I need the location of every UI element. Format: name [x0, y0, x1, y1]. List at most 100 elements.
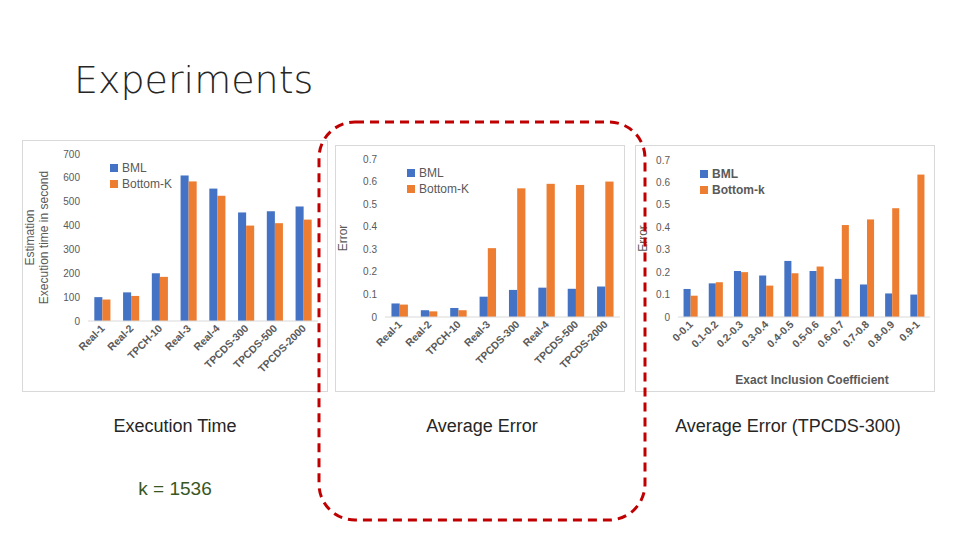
legend-swatch [110, 180, 118, 188]
y-tick [382, 317, 385, 318]
chart-panel [23, 141, 328, 392]
bar [759, 276, 766, 317]
bars [684, 175, 925, 317]
y-tick-label: 0.5 [656, 199, 670, 210]
bar [547, 184, 555, 317]
x-tick-label: 0.1-0.2 [689, 318, 721, 350]
legend-swatch [407, 185, 415, 193]
y-tick [85, 297, 88, 298]
y-tick-label: 0.7 [363, 154, 377, 165]
chart-panel [336, 146, 625, 392]
y-tick [675, 272, 678, 273]
chart: 00.10.20.30.40.50.60.7Error0-0.10.1-0.20… [635, 145, 935, 392]
bar [209, 189, 217, 321]
y-tick-label: 500 [63, 196, 80, 207]
y-tick-label: 100 [63, 292, 80, 303]
bar [304, 220, 312, 321]
bar [102, 300, 110, 321]
note: k = 1536 [138, 478, 211, 500]
bar [391, 303, 399, 317]
x-tick-label: Real-1 [373, 318, 404, 349]
bar [538, 288, 546, 317]
bar [576, 185, 584, 317]
bar [716, 282, 723, 317]
y-tick [675, 227, 678, 228]
bar [189, 181, 197, 321]
x-tick-label: TPCDS-300 [473, 318, 522, 367]
y-tick-label: 700 [63, 149, 80, 160]
y-tick [675, 294, 678, 295]
bar [568, 289, 576, 317]
bar [842, 225, 849, 317]
y-tick-label: 300 [63, 244, 80, 255]
y-tick-label: 0.1 [656, 289, 670, 300]
y-tick [675, 204, 678, 205]
y-tick-label: 400 [63, 220, 80, 231]
y-axis-label: Error [336, 225, 350, 252]
caption: Average Error (TPCDS-300) [675, 416, 901, 437]
legend-label: BML [419, 166, 444, 180]
bar [94, 297, 102, 321]
y-tick [675, 160, 678, 161]
y-tick-label: 0.7 [656, 155, 670, 166]
y-tick [382, 249, 385, 250]
legend-label: Bottom-k [712, 183, 765, 197]
x-tick-label: Real-3 [162, 322, 193, 353]
y-tick-label: 0.1 [363, 289, 377, 300]
y-tick [85, 249, 88, 250]
x-tick-label: 0.9-1 [896, 318, 922, 344]
bar [246, 226, 254, 321]
y-tick [675, 317, 678, 318]
bar [860, 284, 867, 317]
y-tick [85, 321, 88, 322]
bar [734, 271, 741, 317]
y-tick-label: 0 [371, 312, 377, 323]
x-axis-line [88, 321, 318, 322]
x-tick-label: 0.5-0.6 [789, 318, 821, 350]
y-tick [382, 226, 385, 227]
x-tick-label: 0.7-0.8 [840, 318, 872, 350]
bar [684, 289, 691, 317]
bars [391, 182, 613, 317]
highlight-box [319, 122, 645, 520]
y-tick [85, 273, 88, 274]
bar [917, 175, 924, 317]
bar [296, 206, 304, 321]
y-tick-label: 0.3 [656, 244, 670, 255]
bar [597, 287, 605, 317]
bar [892, 208, 899, 317]
legend-swatch [407, 169, 415, 177]
y-tick [382, 204, 385, 205]
bar [835, 279, 842, 317]
x-tick-label: 0.2-0.3 [714, 318, 746, 350]
y-tick [675, 182, 678, 183]
y-tick-label: 0 [664, 312, 670, 323]
y-tick [382, 294, 385, 295]
bar [691, 296, 698, 317]
chart-panel [636, 146, 935, 392]
bar [275, 223, 283, 321]
bar [267, 211, 275, 321]
x-tick-label: TPCH-10 [125, 322, 165, 362]
legend-label: Bottom-K [122, 177, 172, 191]
bar [766, 286, 773, 317]
y-tick-label: 0.6 [656, 177, 670, 188]
y-tick-label: 0.2 [656, 267, 670, 278]
bars [94, 175, 311, 321]
bar [709, 283, 716, 317]
y-tick [382, 159, 385, 160]
chart: 00.10.20.30.40.50.60.7ErrorReal-1Real-2T… [335, 145, 625, 392]
bar [817, 267, 824, 317]
x-tick-label: 0.8-0.9 [865, 318, 897, 350]
x-tick-label: TPCDS-2000 [255, 322, 308, 375]
bar [910, 295, 917, 317]
x-tick-label: 0.6-0.7 [815, 318, 847, 350]
highlight [0, 0, 960, 540]
y-tick [85, 201, 88, 202]
y-tick [85, 177, 88, 178]
y-axis-label: Execution time in second [37, 171, 51, 304]
x-axis-line [385, 317, 620, 318]
bar [123, 292, 131, 321]
y-axis-label: Estimation [23, 209, 37, 265]
y-tick-label: 0.4 [656, 222, 670, 233]
